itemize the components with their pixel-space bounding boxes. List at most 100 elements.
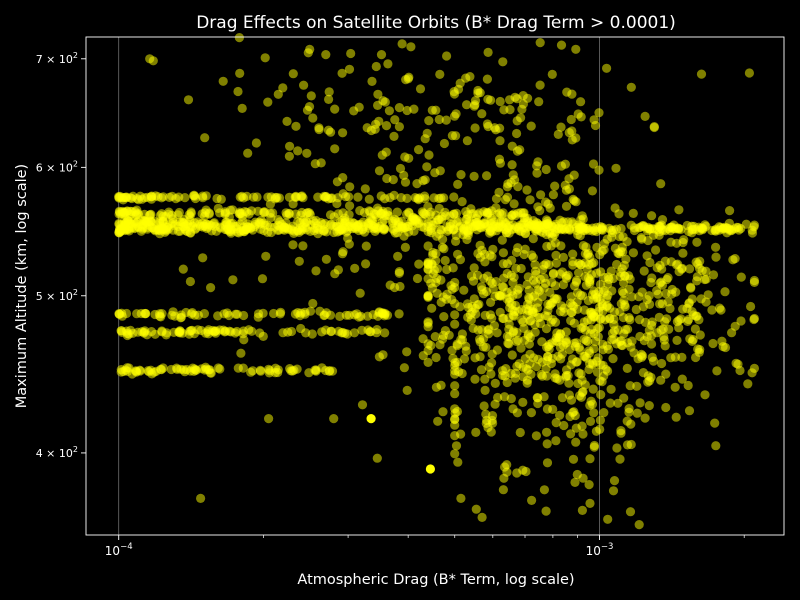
data-point — [614, 209, 624, 219]
data-point — [518, 397, 528, 407]
data-point — [321, 254, 331, 264]
data-point — [299, 80, 309, 90]
data-point — [511, 263, 521, 273]
data-point — [644, 401, 654, 411]
data-point — [399, 363, 409, 373]
data-point — [213, 203, 223, 213]
data-point — [326, 193, 336, 203]
data-point — [308, 113, 318, 123]
data-point — [402, 385, 412, 395]
data-point — [475, 337, 485, 347]
data-point — [251, 138, 261, 148]
data-point — [450, 381, 460, 391]
data-point — [490, 399, 500, 409]
data-point — [511, 222, 521, 232]
data-point — [132, 217, 142, 227]
data-point — [614, 231, 625, 242]
data-point — [233, 86, 243, 97]
data-point — [551, 418, 561, 428]
data-point — [206, 283, 216, 293]
data-point — [502, 259, 512, 269]
data-point — [470, 123, 480, 133]
data-point — [424, 116, 434, 126]
data-point — [306, 91, 316, 101]
data-point — [302, 148, 312, 158]
data-point — [657, 299, 668, 309]
data-point — [350, 263, 360, 273]
data-point — [456, 429, 466, 439]
data-point — [232, 326, 242, 337]
data-point — [571, 338, 582, 348]
data-point — [570, 477, 580, 487]
data-point — [507, 350, 517, 360]
data-point — [578, 291, 588, 301]
data-point — [686, 282, 696, 292]
data-point — [423, 202, 433, 212]
data-point — [275, 309, 285, 319]
data-point — [449, 111, 460, 121]
data-point — [517, 315, 527, 325]
data-point — [305, 44, 315, 55]
data-point — [499, 105, 509, 115]
data-point — [456, 170, 466, 180]
data-point — [498, 485, 508, 495]
data-point — [585, 278, 595, 288]
data-point — [651, 245, 661, 255]
data-point — [311, 365, 321, 375]
data-point — [132, 194, 142, 204]
data-point — [345, 182, 355, 192]
data-point — [284, 209, 294, 219]
data-point — [551, 436, 561, 446]
data-point — [622, 440, 633, 450]
data-point — [148, 56, 158, 66]
data-point — [553, 129, 563, 139]
data-point — [457, 329, 467, 339]
data-point — [198, 253, 208, 263]
data-point — [608, 486, 619, 496]
y-axis-label: Maximum Altitude (km, log scale) — [14, 164, 30, 408]
data-point — [353, 192, 363, 202]
data-point — [374, 166, 385, 176]
data-point — [485, 250, 495, 260]
data-point — [338, 128, 348, 138]
data-point — [354, 102, 364, 112]
data-point — [337, 68, 347, 78]
data-point — [523, 272, 533, 282]
data-point — [657, 264, 667, 274]
data-point — [512, 408, 523, 418]
data-point — [366, 414, 376, 424]
data-point — [323, 125, 334, 135]
data-point — [700, 274, 710, 285]
data-point — [692, 272, 703, 282]
data-point — [265, 366, 275, 376]
data-point — [547, 69, 557, 79]
data-point — [423, 357, 433, 367]
data-point — [450, 414, 460, 424]
data-point — [579, 317, 589, 327]
data-point — [302, 105, 313, 115]
data-point — [596, 390, 606, 400]
data-point — [281, 218, 291, 228]
data-point — [691, 311, 701, 321]
data-point — [390, 282, 400, 293]
data-point — [198, 193, 208, 203]
data-point — [257, 274, 268, 284]
data-point — [483, 47, 493, 58]
data-point — [588, 159, 599, 169]
data-point — [442, 51, 452, 61]
data-point — [656, 325, 666, 335]
data-point — [507, 141, 517, 151]
data-point — [358, 217, 368, 227]
data-point — [515, 427, 525, 438]
data-point — [200, 133, 210, 143]
data-point — [462, 100, 472, 110]
data-point — [237, 191, 247, 201]
data-point — [578, 241, 589, 251]
data-point — [235, 68, 245, 78]
data-point — [220, 207, 230, 217]
data-point — [587, 186, 598, 196]
data-point — [551, 250, 561, 260]
data-point — [183, 95, 194, 105]
data-point — [224, 326, 234, 336]
data-point — [185, 276, 195, 287]
